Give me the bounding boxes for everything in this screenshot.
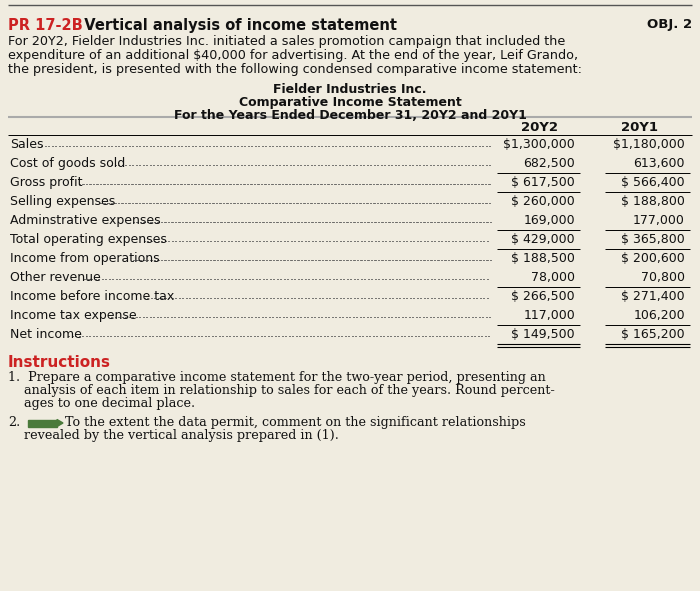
Text: $ 260,000: $ 260,000: [511, 195, 575, 208]
Text: revealed by the vertical analysis prepared in (1).: revealed by the vertical analysis prepar…: [8, 429, 339, 442]
Text: Cost of goods sold: Cost of goods sold: [10, 157, 125, 170]
Text: Income from operations: Income from operations: [10, 252, 160, 265]
Text: Vertical analysis of income statement: Vertical analysis of income statement: [74, 18, 397, 33]
Text: $ 188,800: $ 188,800: [621, 195, 685, 208]
Text: Fielder Industries Inc.: Fielder Industries Inc.: [273, 83, 427, 96]
Text: Sales: Sales: [10, 138, 43, 151]
Text: 20Y1: 20Y1: [622, 121, 659, 134]
Text: $ 429,000: $ 429,000: [512, 233, 575, 246]
Text: 613,600: 613,600: [634, 157, 685, 170]
Text: Comparative Income Statement: Comparative Income Statement: [239, 96, 461, 109]
Text: $ 365,800: $ 365,800: [622, 233, 685, 246]
Text: Total operating expenses: Total operating expenses: [10, 233, 167, 246]
Text: the president, is presented with the following condensed comparative income stat: the president, is presented with the fol…: [8, 63, 582, 76]
Text: ages to one decimal place.: ages to one decimal place.: [8, 397, 195, 410]
Text: For the Years Ended December 31, 20Y2 and 20Y1: For the Years Ended December 31, 20Y2 an…: [174, 109, 526, 122]
Text: To the extent the data permit, comment on the significant relationships: To the extent the data permit, comment o…: [65, 416, 526, 429]
Text: Selling expenses: Selling expenses: [10, 195, 116, 208]
Text: Instructions: Instructions: [8, 355, 111, 370]
Text: 20Y2: 20Y2: [522, 121, 559, 134]
Text: analysis of each item in relationship to sales for each of the years. Round perc: analysis of each item in relationship to…: [8, 384, 554, 397]
Text: 106,200: 106,200: [634, 309, 685, 322]
Text: $ 266,500: $ 266,500: [512, 290, 575, 303]
Text: expenditure of an additional $40,000 for advertising. At the end of the year, Le: expenditure of an additional $40,000 for…: [8, 49, 578, 62]
Text: 177,000: 177,000: [633, 214, 685, 227]
Text: $ 165,200: $ 165,200: [622, 328, 685, 341]
Text: 1.  Prepare a comparative income statement for the two-year period, presenting a: 1. Prepare a comparative income statemen…: [8, 371, 546, 384]
Text: $ 617,500: $ 617,500: [511, 176, 575, 189]
Text: $1,300,000: $1,300,000: [503, 138, 575, 151]
Text: 169,000: 169,000: [524, 214, 575, 227]
Text: PR 17-2B: PR 17-2B: [8, 18, 83, 33]
Text: Adminstrative expenses: Adminstrative expenses: [10, 214, 160, 227]
Polygon shape: [57, 420, 63, 427]
Text: OBJ. 2: OBJ. 2: [647, 18, 692, 31]
Text: $1,180,000: $1,180,000: [613, 138, 685, 151]
Text: $ 149,500: $ 149,500: [512, 328, 575, 341]
Text: Income before income tax: Income before income tax: [10, 290, 174, 303]
Text: $ 566,400: $ 566,400: [622, 176, 685, 189]
Text: $ 200,600: $ 200,600: [622, 252, 685, 265]
Text: 682,500: 682,500: [524, 157, 575, 170]
Bar: [28, 420, 57, 427]
Text: 70,800: 70,800: [641, 271, 685, 284]
Text: For 20Y2, Fielder Industries Inc. initiated a sales promotion campaign that incl: For 20Y2, Fielder Industries Inc. initia…: [8, 35, 566, 48]
Text: 117,000: 117,000: [524, 309, 575, 322]
Text: 78,000: 78,000: [531, 271, 575, 284]
Text: $ 271,400: $ 271,400: [622, 290, 685, 303]
Text: Net income: Net income: [10, 328, 82, 341]
Text: $ 188,500: $ 188,500: [511, 252, 575, 265]
Text: Other revenue: Other revenue: [10, 271, 101, 284]
Text: Gross profit: Gross profit: [10, 176, 83, 189]
Text: Income tax expense: Income tax expense: [10, 309, 136, 322]
Text: 2.: 2.: [8, 416, 20, 429]
